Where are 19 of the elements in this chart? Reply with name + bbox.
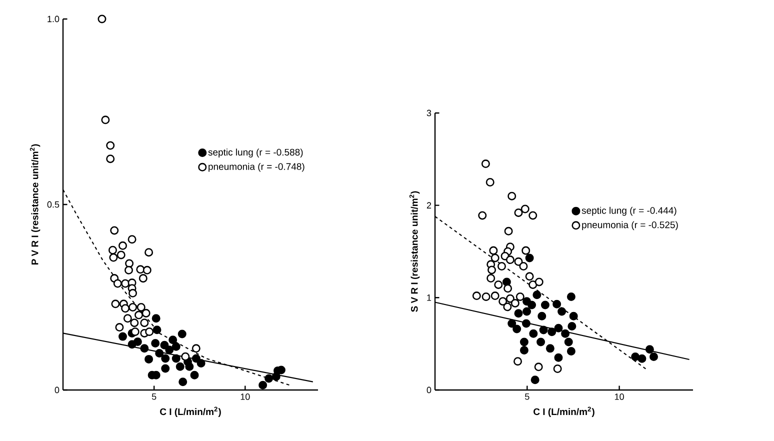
y-tick-label: 0: [54, 386, 60, 394]
y-axis-title: S V R I (resistance unit/m$^{2}$): [409, 191, 420, 312]
legend-label: pneumonia (r = -0.525): [582, 221, 678, 230]
y-axis-title: P V R I (resistance unit/m$^{2}$): [30, 144, 40, 265]
y-tick-label: 3: [426, 110, 432, 116]
y-tick-label: 1: [427, 294, 432, 301]
legend-label: septic lung (r = -0.444): [582, 206, 676, 216]
y-tick-label: 1.0: [48, 16, 60, 22]
y-tick-label: 0.5: [47, 201, 60, 208]
x-axis-title: C I (L/min/m$^{2}$): [160, 406, 221, 417]
legend-label: septic lung (r = -0.588): [208, 148, 303, 158]
legend-label: pneumonia (r = -0.748): [208, 162, 304, 172]
x-tick-label: 10: [240, 394, 250, 400]
x-tick-label: 10: [614, 394, 624, 400]
y-tick-label: 2: [426, 202, 432, 208]
y-tick-label: 0: [426, 386, 432, 394]
x-tick-label: 5: [525, 394, 530, 400]
x-tick-label: 5: [152, 394, 156, 400]
x-axis-title: C I (L/min/m$^{2}$): [534, 406, 594, 417]
